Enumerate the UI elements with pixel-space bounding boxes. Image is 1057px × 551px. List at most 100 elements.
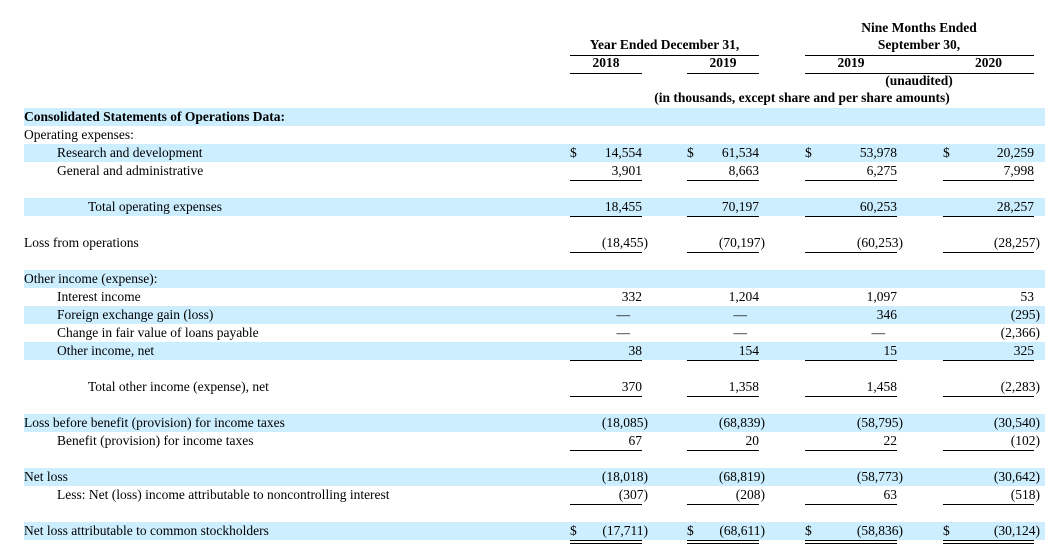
underline xyxy=(943,360,1034,361)
value-cell: 22 xyxy=(805,432,898,451)
value: 8,663 xyxy=(728,163,759,178)
value-cell: 20 xyxy=(687,432,760,451)
value: 22 xyxy=(883,433,898,448)
value-cell: $ (58,836) xyxy=(805,522,903,544)
value: 53 xyxy=(1020,289,1035,304)
value-cell: (30,540) xyxy=(943,414,1040,432)
row-label: Net loss attributable to common stockhol… xyxy=(24,523,269,538)
value: 20 xyxy=(745,433,760,448)
row-label: Loss from operations xyxy=(24,235,139,250)
underline xyxy=(943,252,1034,253)
double-underline xyxy=(687,540,759,544)
value-cell: 1,097 xyxy=(805,288,897,306)
value: (68,839) xyxy=(718,415,765,430)
value: 15 xyxy=(883,343,898,358)
row-label: Total operating expenses xyxy=(88,199,223,214)
value-cell: 1,358 xyxy=(687,378,759,397)
value-cell: 3,901 xyxy=(570,162,642,181)
underline xyxy=(805,360,897,361)
table-row: Foreign exchange gain (loss) — — 346 (295) xyxy=(24,306,1045,324)
spacer-row xyxy=(24,504,1045,522)
value: 14,554 xyxy=(604,145,642,160)
currency-symbol: $ xyxy=(805,523,812,538)
nine-months-title: Nine Months Ended xyxy=(861,20,977,35)
value: 67 xyxy=(628,433,643,448)
units-note: (in thousands, except share and per shar… xyxy=(654,90,950,105)
spacer-row xyxy=(24,450,1045,468)
value-cell: (28,257) xyxy=(943,234,1040,253)
value: (58,773) xyxy=(856,469,903,484)
value-cell: (68,819) xyxy=(687,468,765,486)
currency-symbol: $ xyxy=(570,523,577,538)
underline xyxy=(943,180,1034,181)
value-cell: (295) xyxy=(943,306,1040,324)
value-cell: — xyxy=(805,324,897,342)
value-cell: 332 xyxy=(570,288,642,306)
value-cell: 370 xyxy=(570,378,642,397)
value: 325 xyxy=(1013,343,1034,358)
table-row: Operating expenses: xyxy=(24,126,1045,144)
spacer-row xyxy=(24,396,1045,414)
table-row: Other income, net 38 154 15 325 xyxy=(24,342,1045,361)
value-cell: 325 xyxy=(943,342,1034,361)
header-rule xyxy=(570,55,759,56)
table-row: Interest income 332 1,204 1,097 53 xyxy=(24,288,1045,306)
year-header: 2019 xyxy=(709,55,737,70)
value-cell: 8,663 xyxy=(687,162,759,181)
september-title: September 30, xyxy=(877,37,961,52)
value: — xyxy=(616,325,631,340)
underline xyxy=(687,180,759,181)
underline xyxy=(805,396,897,397)
underline xyxy=(687,252,759,253)
underline xyxy=(570,252,642,253)
table-row: Change in fair value of loans payable — — —… xyxy=(24,324,1045,342)
value: (30,540) xyxy=(993,415,1040,430)
table-row: Consolidated Statements of Operations Da… xyxy=(24,108,1045,126)
year-header: 2020 xyxy=(975,55,1002,70)
value-cell: $53,978 xyxy=(805,144,897,162)
year-rule xyxy=(805,73,1034,74)
value: — xyxy=(733,325,748,340)
value: (18,085) xyxy=(601,415,648,430)
value: 20,259 xyxy=(996,145,1034,160)
underline xyxy=(570,180,642,181)
underline xyxy=(570,450,642,451)
row-label: Other income (expense): xyxy=(24,271,158,286)
row-label: Foreign exchange gain (loss) xyxy=(57,307,214,322)
year-header: 2019 xyxy=(837,55,865,70)
year-rule xyxy=(687,73,759,74)
value-cell: 346 xyxy=(805,306,897,324)
value-cell: (60,253) xyxy=(805,234,903,253)
table-row: Benefit (provision) for income taxes 67 20… xyxy=(24,432,1045,451)
value-cell: $14,554 xyxy=(570,144,642,162)
value: 332 xyxy=(621,289,642,304)
value-cell: 7,998 xyxy=(943,162,1034,181)
row-label: Operating expenses: xyxy=(24,127,134,142)
value: 60,253 xyxy=(859,199,897,214)
value: 346 xyxy=(876,307,897,322)
underline xyxy=(687,450,759,451)
value: (68,819) xyxy=(718,469,765,484)
value-cell: $20,259 xyxy=(943,144,1034,162)
value: 18,455 xyxy=(604,199,642,214)
value-cell: $61,534 xyxy=(687,144,759,162)
value: 61,534 xyxy=(721,145,759,160)
value: (18,455) xyxy=(601,235,648,250)
value: 1,204 xyxy=(728,289,759,304)
value: (70,197) xyxy=(718,235,765,250)
value: (60,253) xyxy=(856,235,903,250)
double-underline xyxy=(943,540,1034,544)
value-cell: 53 xyxy=(943,288,1035,306)
table-row: Research and development $14,554 $61,534 $5… xyxy=(24,144,1045,162)
value: (68,611) xyxy=(719,523,765,538)
spacer-row xyxy=(24,180,1045,198)
value: (30,642) xyxy=(993,469,1040,484)
currency-symbol: $ xyxy=(570,145,577,160)
underline xyxy=(943,216,1034,217)
underline xyxy=(805,450,897,451)
underline xyxy=(570,216,642,217)
spacer-row xyxy=(24,216,1045,234)
spacer-row xyxy=(24,360,1045,378)
value-cell: — xyxy=(570,306,642,324)
value: 28,257 xyxy=(996,199,1034,214)
